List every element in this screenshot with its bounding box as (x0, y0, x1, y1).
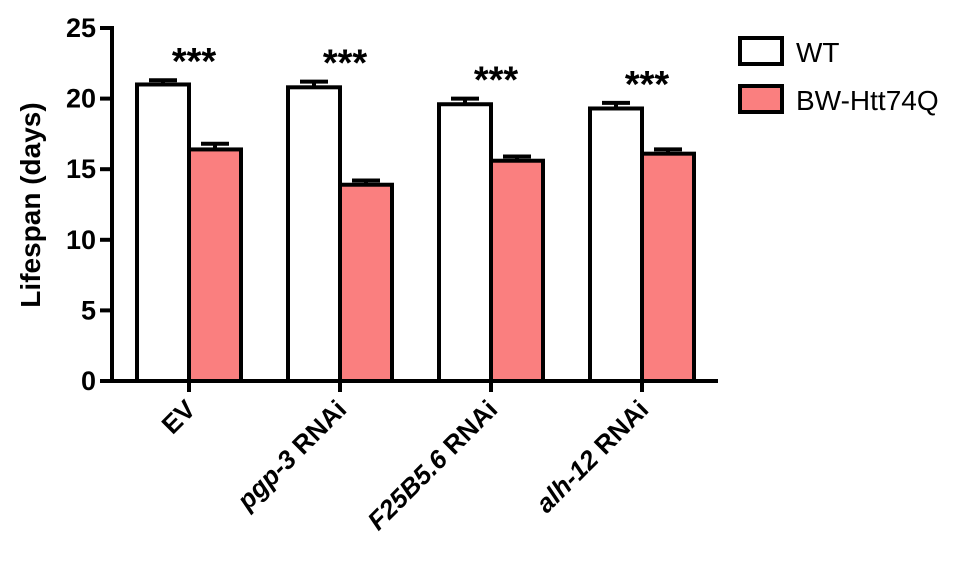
bar-bw-htt74q (640, 151, 696, 383)
y-ticks: 0 5 10 15 20 25 (66, 13, 112, 396)
category-label-gene: F25B5.6 (361, 444, 453, 536)
y-axis-label: Lifespan (days) (15, 102, 46, 307)
legend-swatch-bw-htt74q (738, 84, 784, 114)
y-tick-label: 0 (81, 366, 96, 396)
legend: WT BW-Htt74Q (738, 36, 939, 116)
bar-bw-htt74q (187, 147, 243, 383)
y-tick-label: 15 (66, 154, 96, 184)
category-label-text: RNAi (281, 394, 352, 465)
significance-stars: *** (625, 64, 670, 106)
y-tick-label: 25 (66, 13, 96, 43)
error-bars (149, 78, 682, 185)
bar-wt (437, 102, 493, 384)
significance-stars: *** (474, 60, 519, 102)
category-label: alh-12 RNAi (530, 394, 654, 518)
bar-wt (135, 82, 191, 383)
bars (135, 82, 696, 384)
bar-bw-htt74q (489, 158, 545, 383)
x-ticks (187, 381, 644, 392)
legend-label-bw-htt74q: BW-Htt74Q (796, 85, 939, 116)
category-label-text: RNAi (432, 394, 503, 465)
y-tick-label: 10 (66, 225, 96, 255)
y-tick-label: 5 (81, 295, 96, 325)
bar-bw-htt74q (338, 182, 394, 383)
legend-swatch-wt (738, 36, 784, 66)
legend-label-wt: WT (796, 37, 840, 68)
bar-wt (286, 85, 342, 384)
category-label-text: EV (156, 394, 202, 440)
significance-stars: *** (323, 43, 368, 85)
y-tick-label: 20 (66, 84, 96, 114)
category-label: EV (156, 394, 202, 440)
category-label: F25B5.6 RNAi (361, 394, 503, 536)
significance-annotations: *** *** *** *** (172, 41, 670, 106)
category-label: pgp-3 RNAi (230, 394, 352, 516)
bar-wt (588, 106, 644, 383)
category-label-text: RNAi (583, 394, 654, 465)
significance-stars: *** (172, 41, 217, 83)
